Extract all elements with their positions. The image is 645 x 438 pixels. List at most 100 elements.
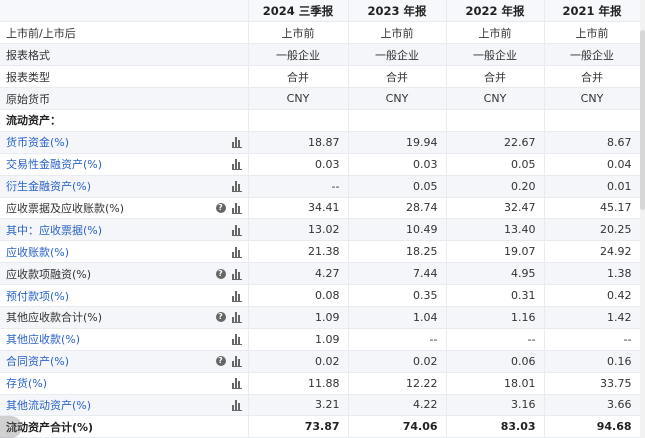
value-cell: 0.05 xyxy=(348,175,447,198)
row-icons xyxy=(231,399,242,411)
value-cell xyxy=(544,109,641,132)
row-label-cell: 衍生金融资产(%) xyxy=(0,175,249,198)
row-label: 流动资产合计(%) xyxy=(6,420,94,434)
table-row: 应收账款(%) 21.38 18.25 19.07 24.92 xyxy=(0,240,641,264)
row-label-cell: 其他应收款合计(%)? xyxy=(0,306,249,329)
value-cell: 73.87 xyxy=(248,415,349,438)
row-label-cell: 应收票据及应收账款(%)? xyxy=(0,197,249,220)
bar-chart-icon[interactable] xyxy=(231,312,242,324)
row-label[interactable]: 应收账款(%) xyxy=(6,245,70,259)
row-icons xyxy=(231,378,242,390)
row-label[interactable]: 其他流动资产(%) xyxy=(6,398,92,412)
value-cell: 3.16 xyxy=(446,394,545,417)
table-row: 衍生金融资产(%) -- 0.05 0.20 0.01 xyxy=(0,175,641,198)
value-cell: 19.07 xyxy=(446,240,545,264)
bar-chart-icon[interactable] xyxy=(231,399,242,411)
header-corner xyxy=(0,0,249,23)
row-label: 应收款项融资(%) xyxy=(6,267,92,281)
header-period-2022[interactable]: 2022 年报 xyxy=(446,0,545,23)
row-icons xyxy=(231,181,242,193)
side-tab-icon[interactable]: ‹ xyxy=(0,416,22,438)
value-cell: 1.16 xyxy=(446,306,545,329)
value-cell: 7.44 xyxy=(348,262,447,286)
bar-chart-icon[interactable] xyxy=(231,224,242,236)
row-label[interactable]: 预付款项(%) xyxy=(6,289,70,303)
header-period-2024q3[interactable]: 2024 三季报 xyxy=(248,0,349,23)
bar-chart-icon[interactable] xyxy=(231,159,242,171)
table-row: 交易性金融资产(%) 0.03 0.03 0.05 0.04 xyxy=(0,153,641,176)
value-cell: 74.06 xyxy=(348,415,447,438)
value-cell xyxy=(446,109,545,132)
value-cell: 18.25 xyxy=(348,240,447,264)
value-cell: 21.38 xyxy=(248,240,349,264)
value-cell: 一般企业 xyxy=(544,43,641,67)
value-cell: 4.22 xyxy=(348,394,447,417)
row-label-cell: 应收账款(%) xyxy=(0,240,249,264)
row-label[interactable]: 交易性金融资产(%) xyxy=(6,158,103,172)
row-label-cell: 其中：应收票据(%) xyxy=(0,218,249,242)
value-cell: -- xyxy=(446,328,545,351)
value-cell: 33.75 xyxy=(544,372,641,395)
bar-chart-icon[interactable] xyxy=(231,137,242,149)
bar-chart-icon[interactable] xyxy=(231,202,242,214)
bar-chart-icon[interactable] xyxy=(231,246,242,258)
row-icons: ? xyxy=(215,268,242,280)
bar-chart-icon[interactable] xyxy=(231,268,242,280)
value-cell: 0.01 xyxy=(544,175,641,198)
row-label-cell: 报表格式 xyxy=(0,43,249,67)
value-cell: 45.17 xyxy=(544,197,641,220)
value-cell: 19.94 xyxy=(348,131,447,154)
value-cell: 一般企业 xyxy=(248,43,349,67)
bar-chart-icon[interactable] xyxy=(231,290,242,302)
row-label[interactable]: 衍生金融资产(%) xyxy=(6,180,92,194)
value-cell: 18.87 xyxy=(248,131,349,154)
value-cell: CNY xyxy=(248,87,349,110)
bar-chart-icon[interactable] xyxy=(231,334,242,346)
scrollbar-thumb[interactable] xyxy=(640,30,645,210)
table-row: 存货(%) 11.88 12.22 18.01 33.75 xyxy=(0,372,641,395)
row-icons xyxy=(231,290,242,302)
value-cell: 0.08 xyxy=(248,284,349,307)
value-cell: 上市前 xyxy=(348,21,447,45)
value-cell: 18.01 xyxy=(446,372,545,395)
bar-chart-icon[interactable] xyxy=(231,181,242,193)
row-label-cell: 上市前/上市后 xyxy=(0,21,249,45)
header-period-2023[interactable]: 2023 年报 xyxy=(348,0,447,23)
row-label-cell: 应收款项融资(%)? xyxy=(0,262,249,286)
value-cell: 10.49 xyxy=(348,218,447,242)
row-label[interactable]: 其他应收款(%) xyxy=(6,333,81,347)
help-icon[interactable]: ? xyxy=(215,202,226,213)
value-cell: -- xyxy=(544,328,641,351)
value-cell: 94.68 xyxy=(544,415,641,438)
row-label-cell: 存货(%) xyxy=(0,372,249,395)
table-header-row: 2024 三季报 2023 年报 2022 年报 2021 年报 xyxy=(0,0,641,23)
value-cell: -- xyxy=(248,175,349,198)
help-icon[interactable]: ? xyxy=(215,312,226,323)
help-icon[interactable]: ? xyxy=(215,356,226,367)
value-cell: 0.42 xyxy=(544,284,641,307)
bar-chart-icon[interactable] xyxy=(231,378,242,390)
row-label[interactable]: 货币资金(%) xyxy=(6,136,70,150)
help-icon[interactable]: ? xyxy=(215,268,226,279)
header-period-2021[interactable]: 2021 年报 xyxy=(544,0,641,23)
row-label[interactable]: 合同资产(%) xyxy=(6,355,70,369)
value-cell: 22.67 xyxy=(446,131,545,154)
value-cell: 合并 xyxy=(248,65,349,89)
value-cell: 0.03 xyxy=(248,153,349,176)
row-label: 原始货币 xyxy=(6,92,50,106)
value-cell: 一般企业 xyxy=(446,43,545,67)
row-label[interactable]: 存货(%) xyxy=(6,377,48,391)
bar-chart-icon[interactable] xyxy=(231,356,242,368)
value-cell: 32.47 xyxy=(446,197,545,220)
value-cell: 8.67 xyxy=(544,131,641,154)
vertical-scrollbar[interactable] xyxy=(640,0,645,438)
value-cell: 0.02 xyxy=(248,350,349,373)
table-row: 原始货币 CNY CNY CNY CNY xyxy=(0,87,641,110)
row-label[interactable]: 其中：应收票据(%) xyxy=(6,223,103,237)
value-cell: 4.95 xyxy=(446,262,545,286)
table-row: 预付款项(%) 0.08 0.35 0.31 0.42 xyxy=(0,284,641,307)
value-cell: 20.25 xyxy=(544,218,641,242)
row-label: 报表类型 xyxy=(6,70,50,84)
row-label: 其他应收款合计(%) xyxy=(6,311,103,325)
row-icons: ? xyxy=(215,356,242,368)
